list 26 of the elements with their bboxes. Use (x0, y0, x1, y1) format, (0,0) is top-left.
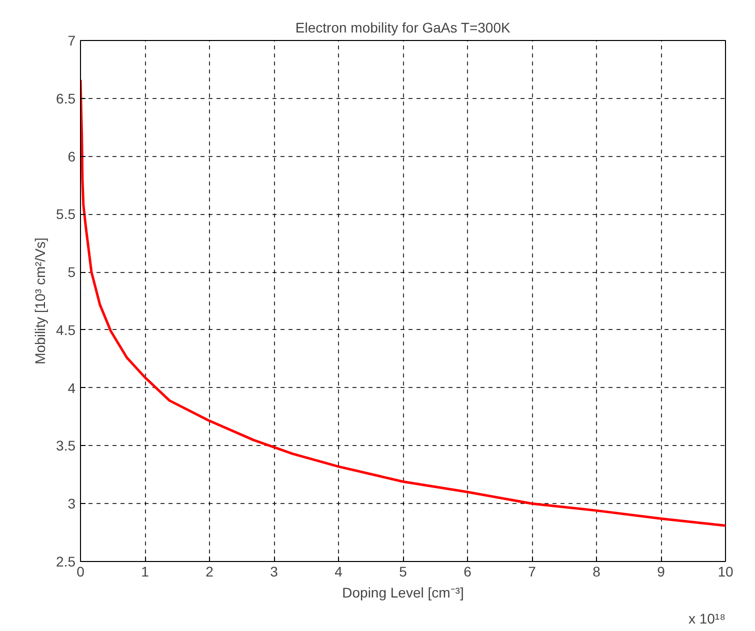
text: x 10¹⁸ (688, 610, 726, 626)
y-tick-label: 7 (68, 32, 76, 48)
y-tick-label: 6.5 (56, 90, 76, 106)
y-axis-title: Mobility [10³ cm²/Vs] (32, 238, 48, 364)
x-axis-title: Doping Level [cm⁻³] (342, 584, 464, 600)
x-tick-label: 7 (528, 564, 536, 580)
y-tick-label: 5 (68, 264, 76, 280)
y-tick-label: 3.5 (56, 438, 76, 454)
x-tick-label: 5 (399, 564, 408, 580)
x-tick-label: 10 (718, 564, 734, 580)
y-tick-label: 5.5 (56, 206, 76, 222)
line-series (80, 78, 726, 527)
x-tick-label: 1 (141, 564, 150, 580)
x-tick-label: 3 (270, 564, 278, 580)
x-tick-label: 8 (592, 564, 601, 580)
x-tick-label: 2 (206, 564, 214, 580)
y-tick-label: 2.5 (56, 554, 76, 570)
y-tick-label: 4.5 (56, 322, 76, 338)
y-tick-label: 4 (68, 380, 76, 396)
y-tick-label: 6 (68, 148, 76, 164)
y-tick-label: 3 (68, 496, 76, 512)
x-tick-label: 9 (657, 564, 666, 580)
x-tick-label: 0 (76, 564, 85, 580)
chart-title: Electron mobility for GaAs T=300K (295, 20, 511, 36)
x-tick-label: 4 (334, 564, 343, 580)
x-tick-label: 6 (464, 564, 472, 580)
